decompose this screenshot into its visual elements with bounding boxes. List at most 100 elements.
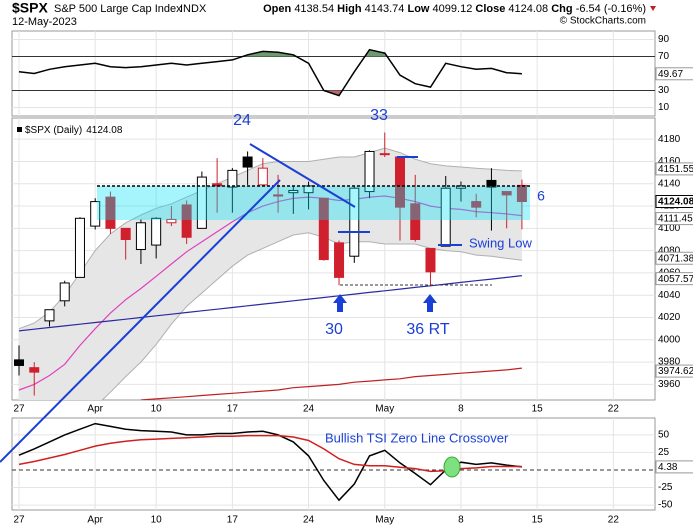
candle-body <box>440 187 451 247</box>
x-tick-label: Apr <box>87 404 103 415</box>
x-tick-label: 17 <box>227 404 239 415</box>
legend: $SPX (Daily) 4124.08 <box>25 125 123 136</box>
index-name: S&P 500 Large Cap Index <box>54 3 182 15</box>
candle-body <box>166 218 177 224</box>
moving-average <box>18 275 522 332</box>
band-lower <box>101 232 522 400</box>
down-triangle <box>650 6 656 11</box>
x-tick-label: 8 <box>458 515 464 526</box>
candle-body <box>501 191 512 196</box>
candle-body <box>486 179 497 188</box>
candle-body <box>288 189 299 194</box>
end-label-box <box>655 162 693 176</box>
candle-body <box>151 217 162 246</box>
candle-body <box>349 187 360 257</box>
close-label: Close <box>475 3 505 15</box>
end-label: 3974.62 <box>658 366 693 377</box>
candle-body <box>29 367 40 373</box>
candle-body <box>455 185 466 189</box>
y-tick-label: 4020 <box>658 312 681 323</box>
candle-body <box>90 201 101 227</box>
y-tick-label: 50 <box>658 429 670 440</box>
end-label-box <box>655 364 693 378</box>
candle-body <box>44 309 55 322</box>
end-label-box <box>655 460 693 474</box>
y-tick-label: 4140 <box>658 178 681 189</box>
zone <box>97 186 530 220</box>
change-value: -6.54 (-0.16%) <box>576 3 646 15</box>
low-label: Low <box>407 3 429 15</box>
x-tick-label: 10 <box>151 404 163 415</box>
crossover-marker <box>443 456 461 478</box>
x-tick-label: 22 <box>608 515 620 526</box>
band-fill <box>19 148 522 400</box>
x-tick-label: 15 <box>532 515 544 526</box>
x-tick-label: 27 <box>13 515 25 526</box>
candle-body <box>14 359 24 366</box>
symbol: $SPX <box>12 0 48 16</box>
annotation: 30 <box>325 321 343 338</box>
end-label-box <box>655 251 693 265</box>
moving-average <box>18 195 522 391</box>
x-tick-label: May <box>375 404 394 415</box>
x-tick-label: 24 <box>303 515 315 526</box>
end-label-box <box>655 212 693 226</box>
x-tick-label: 27 <box>13 404 25 415</box>
candle-body <box>471 201 482 208</box>
level-fill <box>19 49 522 57</box>
x-tick-label: 8 <box>458 404 464 415</box>
annotation: Bullish TSI Zero Line Crossover <box>325 430 509 445</box>
candle-body <box>273 194 284 197</box>
y-tick-label: 4180 <box>658 134 681 145</box>
y-tick-label: 25 <box>658 447 670 458</box>
low-value: 4099.12 <box>433 3 473 15</box>
y-tick-label: 30 <box>658 85 670 96</box>
y-tick-label: 3960 <box>658 379 681 390</box>
y-tick-label: 4080 <box>658 245 681 256</box>
candle-body <box>105 196 116 229</box>
candle-body <box>334 242 345 278</box>
high-label: High <box>337 3 362 15</box>
arrow <box>333 294 347 312</box>
end-label: 4057.57 <box>658 274 693 285</box>
x-tick-label: 15 <box>532 404 544 415</box>
candle-body <box>181 204 192 238</box>
annotation: 6 <box>537 188 545 204</box>
x-tick-label: 24 <box>303 404 315 415</box>
candle-body <box>196 176 207 229</box>
y-tick-label: 3980 <box>658 357 681 368</box>
annotation: 24 <box>233 112 251 129</box>
end-label: 4.38 <box>658 462 678 473</box>
panel-frame <box>11 30 656 117</box>
x-tick-label: 22 <box>608 404 620 415</box>
candle-body <box>425 247 436 273</box>
date: 12-May-2023 <box>12 16 77 28</box>
y-tick-label: 4100 <box>658 223 681 234</box>
end-label-box <box>655 272 693 286</box>
end-label-box <box>655 67 693 81</box>
y-tick-label: -50 <box>658 500 673 511</box>
arrow <box>423 294 437 312</box>
quote: Open 4138.54 High 4143.74 Low 4099.12 Cl… <box>263 3 646 15</box>
candle-body <box>410 203 421 240</box>
band-upper <box>18 147 522 330</box>
end-label: 4124.08 <box>658 197 693 208</box>
candle-body <box>257 167 268 186</box>
close-value: 4124.08 <box>508 3 548 15</box>
candle-body <box>74 217 85 278</box>
end-label: 4071.38 <box>658 253 693 264</box>
legend-value: 4124.08 <box>86 125 123 136</box>
end-label-box <box>655 195 693 209</box>
x-tick-label: 10 <box>151 515 163 526</box>
x-tick-label: 17 <box>227 515 239 526</box>
line <box>18 434 522 473</box>
candle-body <box>227 169 238 188</box>
candle-body <box>59 282 70 302</box>
end-label: 4111.45 <box>658 214 693 225</box>
candle-body <box>135 222 146 251</box>
annotation: 33 <box>370 107 388 124</box>
end-label: 4151.55 <box>658 164 693 175</box>
annotation-layer <box>0 143 530 478</box>
y-tick-label: 70 <box>658 51 670 62</box>
